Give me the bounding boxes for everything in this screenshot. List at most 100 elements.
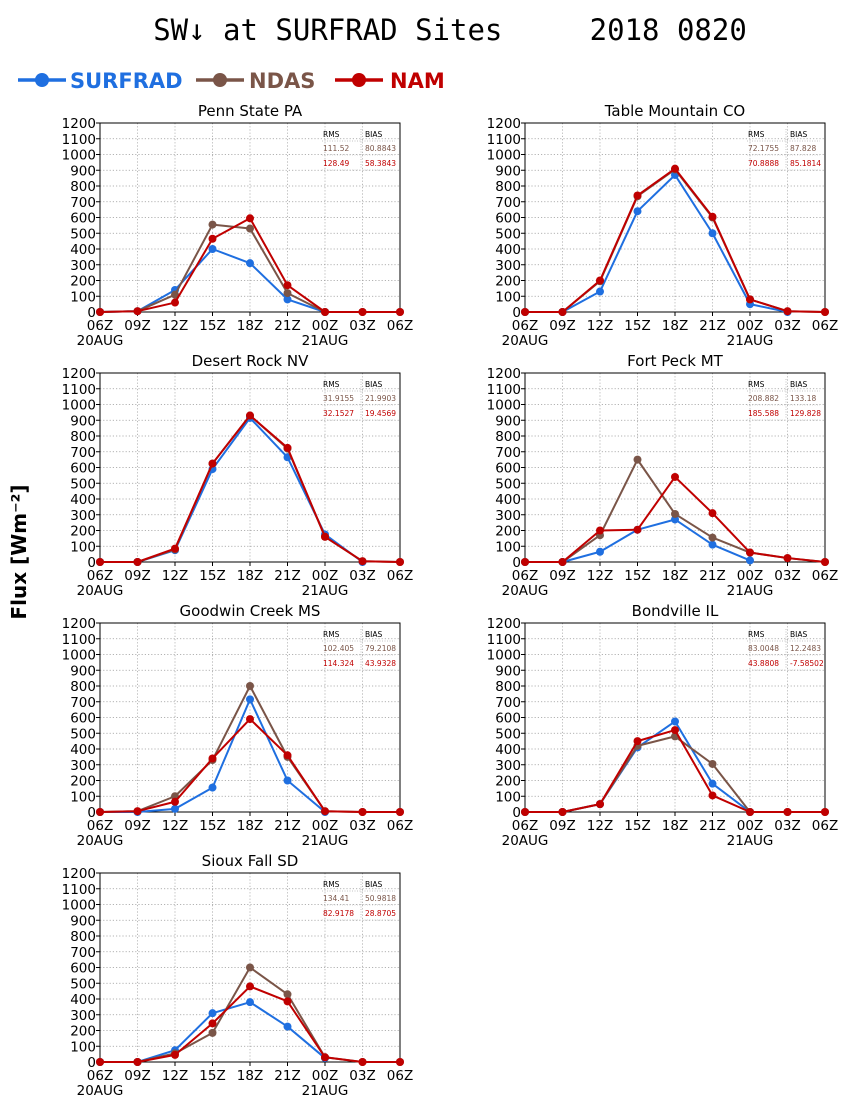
y-tick-label: 1000 xyxy=(487,148,521,164)
stats-rms-ndas: 31.9155 xyxy=(323,394,354,403)
y-tick-label: 200 xyxy=(70,774,96,790)
stats-rms-nam: 43.8808 xyxy=(748,659,779,668)
x-tick-label: 09Z xyxy=(549,818,575,834)
x-tick-label: 12Z xyxy=(162,568,188,584)
y-tick-label: 500 xyxy=(495,226,521,242)
stats-rms-nam: 32.1527 xyxy=(323,409,354,418)
data-point xyxy=(133,558,142,566)
y-tick-label: 900 xyxy=(70,913,96,929)
y-tick-label: 700 xyxy=(495,695,521,711)
x-tick-label: 09Z xyxy=(124,1068,150,1084)
y-tick-label: 1100 xyxy=(487,132,521,148)
data-point xyxy=(208,783,217,792)
legend-item-nam: NAM xyxy=(335,69,445,93)
y-tick-label: 100 xyxy=(495,789,521,805)
data-point xyxy=(708,779,717,788)
data-point xyxy=(96,1058,104,1066)
y-tick-label: 700 xyxy=(70,695,96,711)
x-tick-label: 03Z xyxy=(774,318,800,334)
panel-fort-peck-mt: Fort Peck MT 0100200300400500600700800900… xyxy=(487,352,839,599)
y-tick-label: 400 xyxy=(495,242,521,258)
data-point xyxy=(671,164,679,173)
data-point xyxy=(633,455,642,464)
panels: Penn State PA010020030040050060070080090… xyxy=(62,102,839,1099)
data-point xyxy=(133,807,142,816)
x-tick-label: 15Z xyxy=(624,568,650,584)
y-tick-label: 200 xyxy=(495,274,521,290)
data-point xyxy=(246,411,254,420)
stats-bias-nam: 129.828 xyxy=(790,409,821,418)
data-point xyxy=(558,308,567,316)
y-tick-label: 500 xyxy=(70,476,96,492)
date-label: 20AUG xyxy=(77,1083,124,1099)
x-tick-label: 03Z xyxy=(349,1068,375,1084)
data-point xyxy=(633,207,642,216)
stats-header-bias: BIAS xyxy=(365,380,382,389)
x-tick-label: 06Z xyxy=(87,318,113,334)
date-label: 21AUG xyxy=(727,833,774,849)
data-point xyxy=(358,308,367,316)
y-tick-label: 400 xyxy=(70,992,96,1008)
y-tick-label: 400 xyxy=(495,492,521,508)
data-point xyxy=(208,234,217,243)
legend-label-nam: NAM xyxy=(390,69,445,93)
x-tick-label: 06Z xyxy=(87,1068,113,1084)
data-point xyxy=(96,558,104,566)
stats-header-rms: RMS xyxy=(748,380,765,389)
stats-header-rms: RMS xyxy=(748,130,765,139)
x-tick-label: 06Z xyxy=(512,568,538,584)
data-point xyxy=(596,800,604,809)
stats-rms-ndas: 83.0048 xyxy=(748,644,779,653)
x-tick-label: 12Z xyxy=(162,818,188,834)
y-tick-label: 1200 xyxy=(487,616,521,632)
x-tick-label: 15Z xyxy=(624,318,650,334)
y-tick-label: 500 xyxy=(495,726,521,742)
x-tick-label: 03Z xyxy=(349,818,375,834)
data-point xyxy=(708,540,717,549)
y-tick-label: 0 xyxy=(87,1055,96,1071)
data-point xyxy=(321,308,329,316)
y-tick-label: 900 xyxy=(70,163,96,179)
data-point xyxy=(358,808,367,816)
y-tick-label: 1100 xyxy=(62,382,96,398)
x-tick-label: 21Z xyxy=(274,318,300,334)
x-tick-label: 09Z xyxy=(124,318,150,334)
stats-header-rms: RMS xyxy=(748,630,765,639)
y-tick-label: 1000 xyxy=(62,898,96,914)
x-tick-label: 12Z xyxy=(587,318,613,334)
data-point xyxy=(246,214,254,223)
data-point xyxy=(133,1058,142,1066)
y-tick-label: 400 xyxy=(495,742,521,758)
y-tick-label: 600 xyxy=(70,211,96,227)
x-tick-label: 21Z xyxy=(699,818,725,834)
y-tick-label: 600 xyxy=(70,961,96,977)
y-tick-label: 400 xyxy=(70,242,96,258)
series-ndas xyxy=(96,220,404,316)
stats-table: RMS BIAS 31.9155 21.9903 32.1527 19.4569 xyxy=(322,379,396,421)
x-tick-label: 15Z xyxy=(199,318,225,334)
x-tick-label: 00Z xyxy=(737,568,763,584)
data-point xyxy=(671,515,679,524)
y-tick-label: 500 xyxy=(70,226,96,242)
y-tick-label: 1200 xyxy=(487,116,521,132)
y-axis-label: Flux [Wm⁻²] xyxy=(7,484,31,619)
data-point xyxy=(208,1009,217,1018)
stats-rms-nam: 128.49 xyxy=(323,159,349,168)
stats-rms-nam: 114.324 xyxy=(323,659,354,668)
series-line xyxy=(525,173,788,313)
data-point xyxy=(521,558,529,566)
data-point xyxy=(246,963,254,972)
x-tick-label: 06Z xyxy=(387,818,413,834)
stats-rms-ndas: 102.405 xyxy=(323,644,354,653)
data-point xyxy=(246,695,254,704)
stats-table: RMS BIAS 83.0048 12.2483 43.8808 -7.58502 xyxy=(747,629,824,671)
series-nam xyxy=(521,164,829,316)
date-label: 21AUG xyxy=(302,833,349,849)
series-nam xyxy=(96,411,404,566)
y-tick-label: 400 xyxy=(70,492,96,508)
data-point xyxy=(596,547,604,556)
y-tick-label: 600 xyxy=(495,211,521,227)
y-tick-label: 900 xyxy=(495,413,521,429)
date-label: 21AUG xyxy=(302,1083,349,1099)
data-point xyxy=(96,808,104,816)
